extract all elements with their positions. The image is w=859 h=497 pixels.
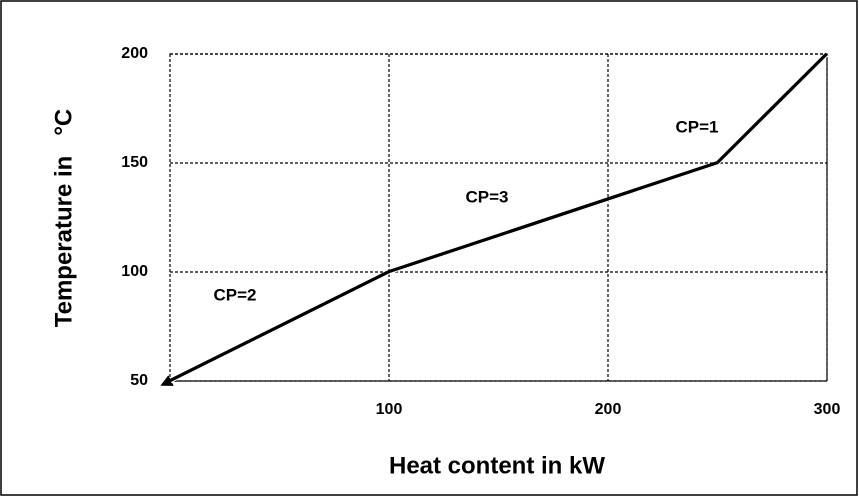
annotation: CP=3 bbox=[466, 187, 509, 206]
x-tick-label: 100 bbox=[376, 401, 403, 418]
x-tick-label: 200 bbox=[595, 401, 622, 418]
y-tick-label: 200 bbox=[121, 45, 148, 62]
x-axis-label: Heat content in kW bbox=[389, 452, 605, 479]
x-tick-label: 300 bbox=[814, 401, 841, 418]
line-highlight bbox=[170, 55, 829, 383]
annotation: CP=2 bbox=[214, 285, 257, 304]
plot-border bbox=[169, 53, 828, 382]
annotation: CP=1 bbox=[676, 117, 719, 136]
y-tick-label: 50 bbox=[130, 372, 148, 389]
y-axis-label: Temperature in °C bbox=[50, 109, 77, 328]
data-line bbox=[160, 52, 829, 386]
y-tick-label: 100 bbox=[121, 263, 148, 280]
y-tick-label: 150 bbox=[121, 154, 148, 171]
